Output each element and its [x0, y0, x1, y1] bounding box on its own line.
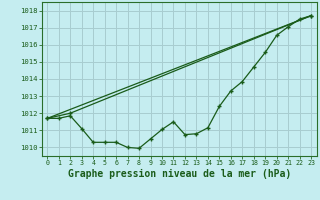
X-axis label: Graphe pression niveau de la mer (hPa): Graphe pression niveau de la mer (hPa)	[68, 169, 291, 179]
